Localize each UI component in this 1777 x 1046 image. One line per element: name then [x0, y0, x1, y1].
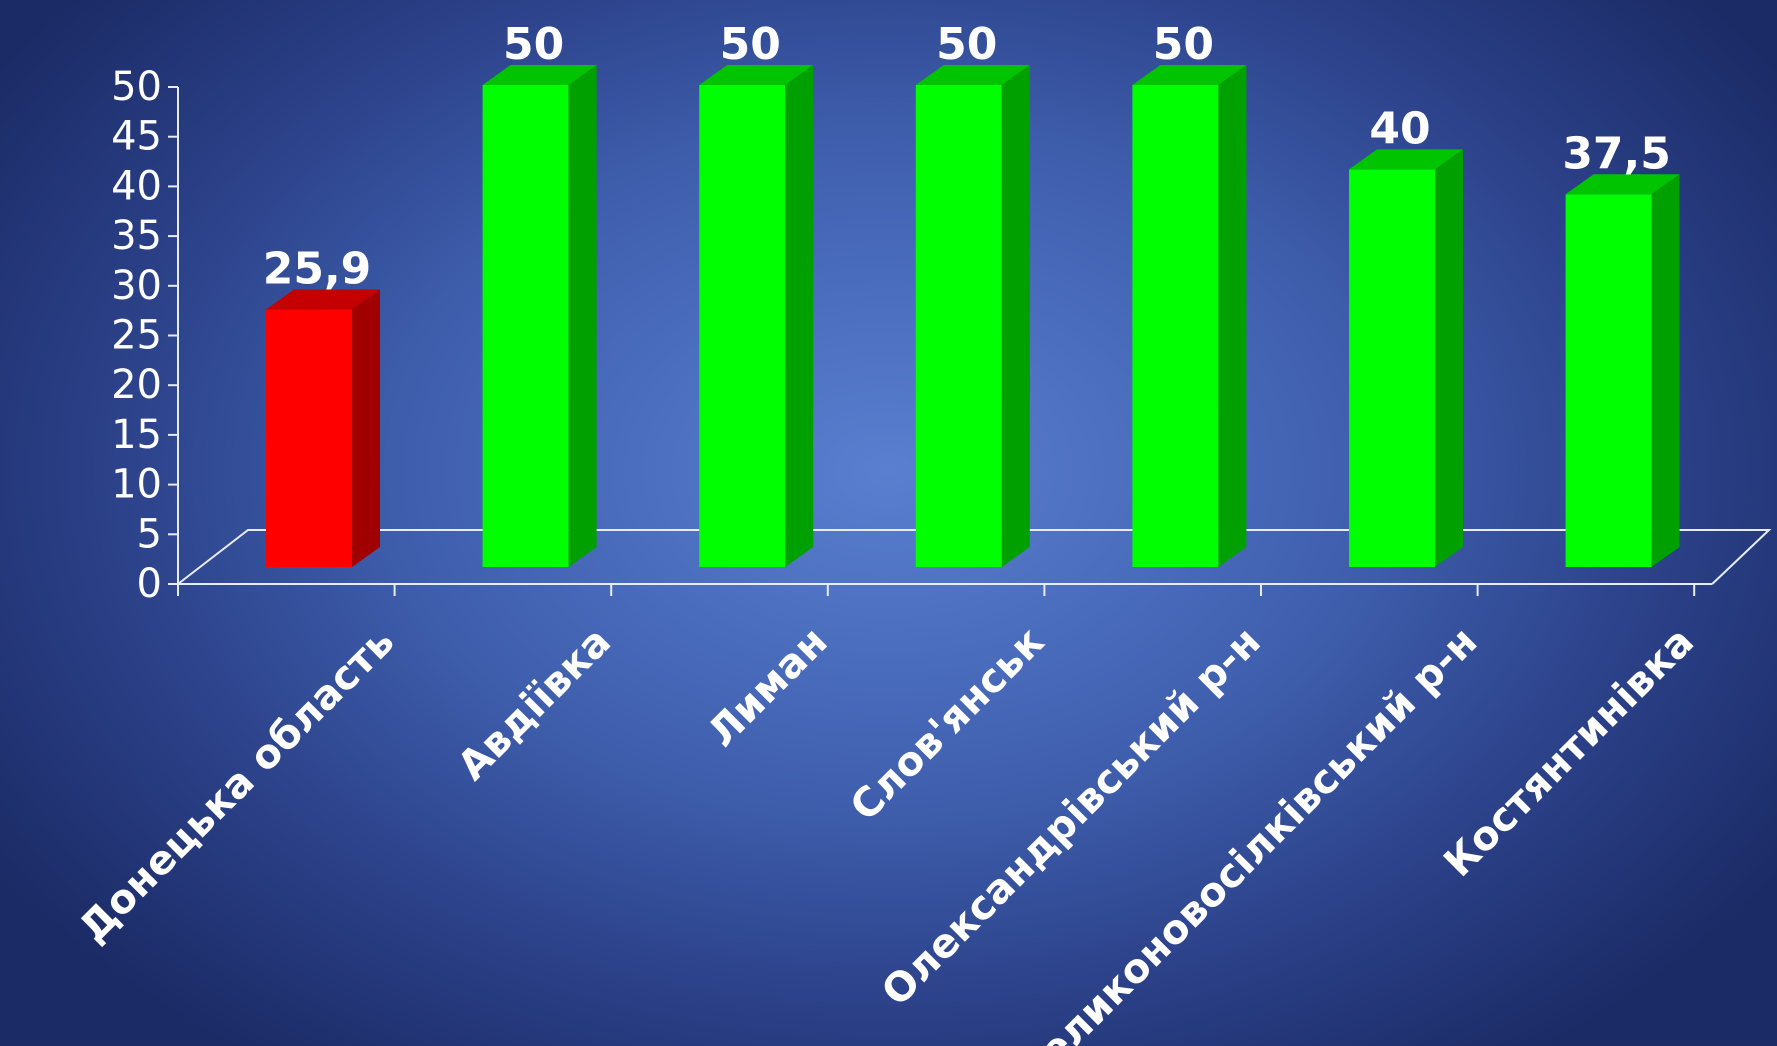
y-tick-label: 40 [111, 163, 162, 209]
bar [915, 65, 1030, 567]
x-tick-label: Олександрівський р-н [873, 619, 1270, 1016]
y-tick-label: 20 [111, 362, 162, 408]
bar-side [1218, 65, 1247, 567]
y-tick-label: 15 [111, 412, 162, 458]
y-tick-label: 50 [111, 64, 162, 110]
bar-front [699, 85, 786, 567]
y-tick-label: 35 [111, 213, 162, 259]
x-tick-label: Слов'янськ [842, 619, 1054, 831]
bar-front [1565, 194, 1652, 567]
y-tick-label: 45 [111, 114, 162, 160]
bar-side [785, 65, 814, 567]
bar-side [568, 65, 597, 567]
x-tick-label: Авдіївка [449, 619, 620, 790]
bar-front [482, 85, 569, 567]
bar [482, 65, 597, 567]
y-tick-label: 0 [137, 561, 162, 607]
bar-top [482, 65, 597, 85]
bar [1565, 174, 1680, 567]
bar [266, 289, 380, 567]
bar-side [1001, 65, 1030, 567]
bar-side [1651, 174, 1680, 567]
bar-side [1435, 149, 1463, 567]
bar-top [1132, 65, 1247, 85]
bar-top [699, 65, 814, 85]
bar-top [1565, 174, 1680, 195]
y-tick-label: 10 [111, 462, 162, 508]
data-label: 50 [936, 19, 997, 70]
data-label: 50 [1153, 19, 1214, 70]
bar [1349, 149, 1463, 567]
bar-front [915, 85, 1002, 567]
y-tick-label: 25 [111, 313, 162, 359]
data-label: 37,5 [1562, 128, 1671, 179]
bar-front [1132, 85, 1219, 567]
x-tick-label: Лиман [699, 619, 837, 757]
y-tick-label: 30 [111, 263, 162, 309]
bar-top [266, 289, 380, 310]
bar-top [915, 65, 1030, 85]
bar-top [1349, 149, 1463, 170]
data-label: 50 [720, 19, 781, 70]
bar-side [352, 289, 380, 567]
bar-front [266, 309, 352, 567]
bar [699, 65, 814, 567]
y-tick-label: 5 [137, 511, 162, 557]
x-tick-label: Донецька область [70, 619, 403, 952]
data-label: 25,9 [263, 244, 372, 295]
data-label: 50 [503, 19, 564, 70]
bar-front [1349, 169, 1435, 567]
chart-bars [266, 65, 1680, 567]
data-label: 40 [1369, 103, 1430, 154]
bar [1132, 65, 1247, 567]
